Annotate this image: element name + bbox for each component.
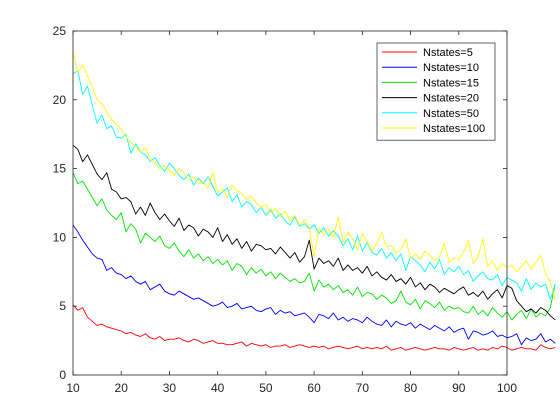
legend: Nstates=5 Nstates=10 Nstates=15 Nstates=20 N…	[376, 42, 496, 141]
series-line-4	[72, 70, 556, 300]
y-tick-label: 0	[59, 368, 66, 382]
y-tick-label: 5	[59, 299, 66, 313]
y-axis: 0 5 10 15 20 25	[53, 24, 507, 382]
legend-label: Nstates=50	[423, 108, 479, 120]
legend-label: Nstates=20	[423, 93, 479, 105]
series-line-1	[72, 224, 556, 346]
series-line-2	[72, 172, 556, 321]
series-line-5	[72, 51, 556, 301]
y-tick-label: 20	[53, 93, 67, 107]
legend-label: Nstates=10	[423, 62, 479, 74]
y-tick-label: 25	[53, 24, 67, 38]
x-tick-label: 50	[259, 381, 273, 395]
x-tick-label: 60	[307, 381, 321, 395]
x-tick-label: 100	[497, 381, 517, 395]
x-axis: 10 20 30 40 50 60 70 80 90 100	[66, 31, 517, 395]
x-tick-label: 30	[163, 381, 177, 395]
legend-box	[376, 42, 496, 141]
legend-label: Nstates=15	[423, 77, 479, 89]
series-line-0	[72, 304, 556, 351]
x-tick-label: 40	[211, 381, 225, 395]
series-group	[72, 51, 556, 351]
legend-label: Nstates=5	[423, 47, 473, 59]
legend-label: Nstates=100	[423, 123, 485, 135]
x-tick-label: 80	[404, 381, 418, 395]
x-tick-label: 90	[452, 381, 466, 395]
x-tick-label: 70	[356, 381, 370, 395]
series-line-3	[72, 144, 556, 321]
y-tick-label: 15	[53, 162, 67, 176]
x-tick-label: 20	[115, 381, 129, 395]
axes-box	[72, 30, 508, 376]
y-tick-label: 10	[53, 230, 67, 244]
x-tick-label: 10	[66, 381, 80, 395]
